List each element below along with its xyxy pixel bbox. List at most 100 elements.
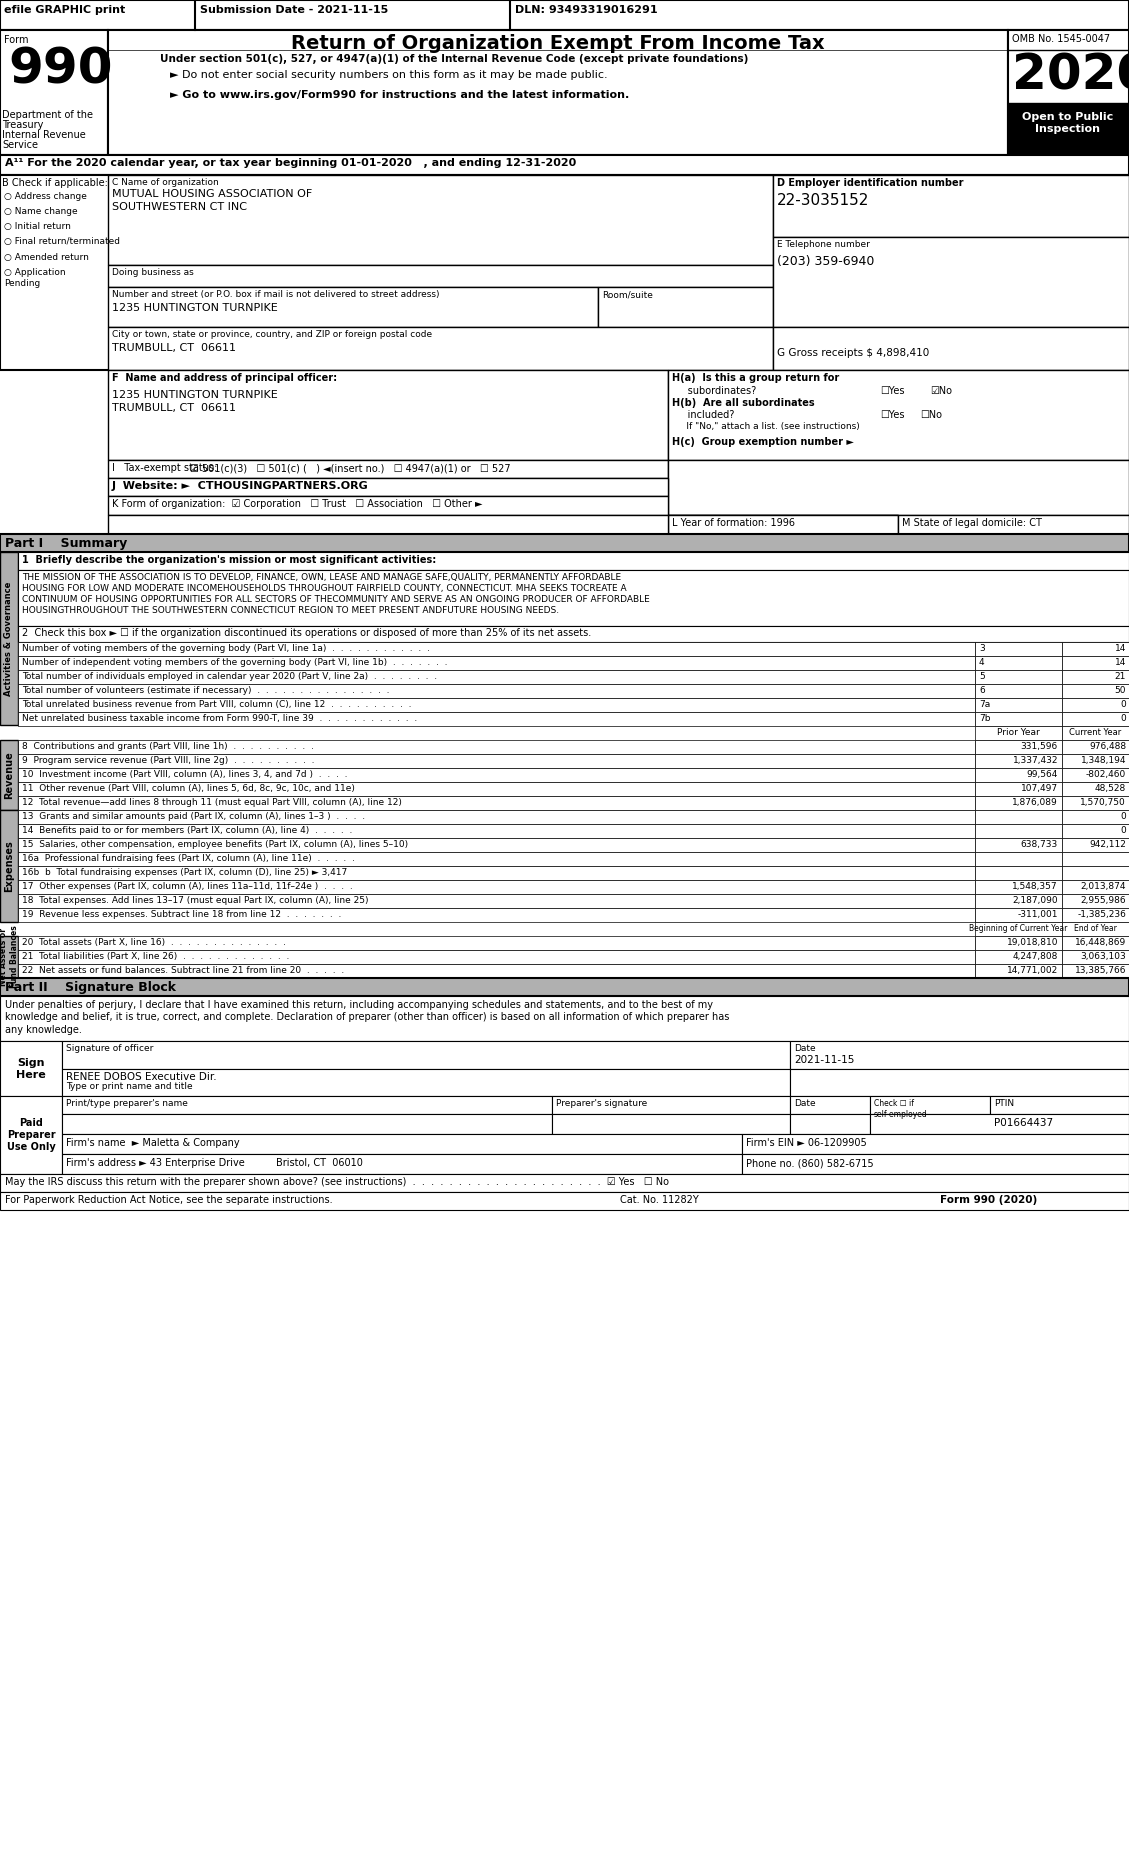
Bar [18,698,975,712]
Bar [898,515,1129,534]
Bar [990,1096,1129,1114]
Bar [18,839,975,852]
Bar [0,740,18,809]
Text: 638,733: 638,733 [1021,841,1058,848]
Text: 2021-11-15: 2021-11-15 [794,1055,855,1066]
Text: 50: 50 [1114,686,1126,696]
Text: D Employer identification number: D Employer identification number [777,179,963,188]
Bar [18,809,975,824]
Bar [18,753,975,768]
Text: TRUMBULL, CT  06611: TRUMBULL, CT 06611 [112,342,236,353]
Text: 12  Total revenue—add lines 8 through 11 (must equal Part VIII, column (A), line: 12 Total revenue—add lines 8 through 11 … [21,798,402,807]
Bar [108,327,773,370]
Bar [1062,839,1129,852]
Text: Room/suite: Room/suite [602,290,653,299]
Text: ☐Yes: ☐Yes [879,409,904,420]
Text: H(b)  Are all subordinates: H(b) Are all subordinates [672,398,815,407]
Text: 0: 0 [1120,699,1126,709]
Text: Form: Form [5,35,28,45]
Bar [18,740,975,753]
Bar [108,370,668,459]
Text: Number and street (or P.O. box if mail is not delivered to street address): Number and street (or P.O. box if mail i… [112,290,439,299]
Text: Activities & Governance: Activities & Governance [5,582,14,696]
Text: 48,528: 48,528 [1095,785,1126,792]
Text: P01664437: P01664437 [994,1118,1053,1127]
Bar [975,657,1062,670]
Text: ► Go to www.irs.gov/Form990 for instructions and the latest information.: ► Go to www.irs.gov/Form990 for instruct… [170,89,629,100]
Text: (203) 359-6940: (203) 359-6940 [777,255,874,268]
Bar [1062,908,1129,923]
Text: Type or print name and title: Type or print name and title [65,1083,193,1092]
Text: 107,497: 107,497 [1021,785,1058,792]
Bar [975,824,1062,839]
Bar [0,175,1129,370]
Text: 14: 14 [1114,658,1126,668]
Bar [18,867,975,880]
Text: -802,460: -802,460 [1086,770,1126,779]
Bar [62,1114,552,1135]
Text: Date: Date [794,1099,815,1109]
Text: ○ Name change: ○ Name change [5,206,78,216]
Bar [1008,30,1129,154]
Bar [62,1096,552,1114]
Bar [1062,923,1129,936]
Text: Net unrelated business taxable income from Form 990-T, line 39  .  .  .  .  .  .: Net unrelated business taxable income fr… [21,714,418,724]
Text: ☐Yes: ☐Yes [879,387,904,396]
Text: Part II    Signature Block: Part II Signature Block [5,980,176,993]
Text: ☑No: ☑No [930,387,952,396]
Bar [1008,102,1129,154]
Bar [1062,796,1129,809]
Text: ☐No: ☐No [920,409,942,420]
Text: Department of the: Department of the [2,110,93,121]
Text: 9  Program service revenue (Part VIII, line 2g)  .  .  .  .  .  .  .  .  .  .: 9 Program service revenue (Part VIII, li… [21,755,315,764]
Text: ► Do not enter social security numbers on this form as it may be made public.: ► Do not enter social security numbers o… [170,71,607,80]
Bar [0,1192,1129,1211]
Bar [975,796,1062,809]
Text: Preparer's signature: Preparer's signature [555,1099,647,1109]
Bar [1062,880,1129,895]
Bar [870,1114,1129,1135]
Text: 20  Total assets (Part X, line 16)  .  .  .  .  .  .  .  .  .  .  .  .  .  .: 20 Total assets (Part X, line 16) . . . … [21,937,286,947]
Bar [870,1096,990,1114]
Text: 0: 0 [1120,714,1126,724]
Text: For Paperwork Reduction Act Notice, see the separate instructions.: For Paperwork Reduction Act Notice, see … [5,1194,333,1205]
Bar [62,1042,790,1070]
Text: Signature of officer: Signature of officer [65,1043,154,1053]
Bar [975,642,1062,657]
Bar [18,950,975,963]
Bar [1062,684,1129,698]
Bar [975,950,1062,963]
Bar [18,712,975,725]
Bar [0,1096,62,1174]
Text: Total unrelated business revenue from Part VIII, column (C), line 12  .  .  .  .: Total unrelated business revenue from Pa… [21,699,411,709]
Bar [18,895,975,908]
Bar [0,0,1129,30]
Bar [62,1135,742,1153]
Text: Under penalties of perjury, I declare that I have examined this return, includin: Under penalties of perjury, I declare th… [5,1001,729,1034]
Text: 976,488: 976,488 [1088,742,1126,751]
Text: L Year of formation: 1996: L Year of formation: 1996 [672,517,795,528]
Text: Firm's address ► 43 Enterprise Drive          Bristol, CT  06010: Firm's address ► 43 Enterprise Drive Bri… [65,1159,362,1168]
Text: 22  Net assets or fund balances. Subtract line 21 from line 20  .  .  .  .  .: 22 Net assets or fund balances. Subtract… [21,965,344,975]
Bar [668,370,1129,459]
Bar [790,1042,1129,1070]
Text: 4: 4 [979,658,984,668]
Bar [0,1042,62,1096]
Bar [773,236,1129,327]
Bar [1062,852,1129,867]
Text: PTIN: PTIN [994,1099,1014,1109]
Text: 1,570,750: 1,570,750 [1080,798,1126,807]
Text: Paid
Preparer
Use Only: Paid Preparer Use Only [7,1118,55,1151]
Text: G Gross receipts $ 4,898,410: G Gross receipts $ 4,898,410 [777,348,929,357]
Text: H(c)  Group exemption number ►: H(c) Group exemption number ► [672,437,854,446]
Bar [18,552,1129,569]
Text: Total number of volunteers (estimate if necessary)  .  .  .  .  .  .  .  .  .  .: Total number of volunteers (estimate if … [21,686,390,696]
Bar [742,1153,1129,1174]
Text: Sign
Here: Sign Here [16,1058,46,1081]
Text: ☑ 501(c)(3)   ☐ 501(c) (   ) ◄(insert no.)   ☐ 4947(a)(1) or   ☐ 527: ☑ 501(c)(3) ☐ 501(c) ( ) ◄(insert no.) ☐… [190,463,510,472]
Text: DLN: 93493319016291: DLN: 93493319016291 [515,6,657,15]
Bar [108,497,668,515]
Text: 16,448,869: 16,448,869 [1075,937,1126,947]
Bar [1062,809,1129,824]
Text: Date: Date [794,1043,815,1053]
